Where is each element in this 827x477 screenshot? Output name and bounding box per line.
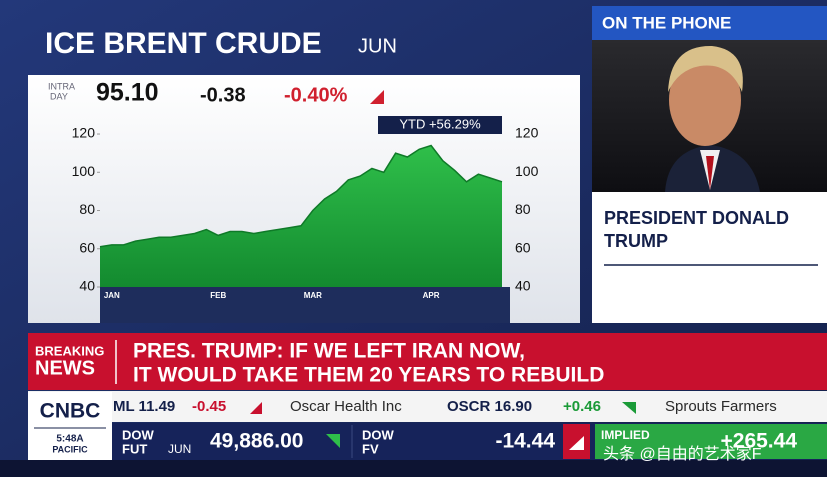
ticker-item: OSCR 16.90 bbox=[447, 398, 532, 415]
y-tick-label: 60 bbox=[515, 239, 531, 255]
y-tick-label: 120 bbox=[72, 125, 96, 141]
guest-name: PRESIDENT DONALD bbox=[604, 208, 789, 228]
futures-value: -14.44 bbox=[495, 430, 555, 453]
implied-box bbox=[595, 424, 827, 459]
portrait-hair bbox=[668, 45, 743, 92]
futures-label: IMPLIED bbox=[601, 428, 650, 442]
y-tick-label: 80 bbox=[79, 201, 95, 217]
annotation-box bbox=[378, 116, 502, 134]
down-arrow bbox=[370, 90, 384, 104]
futures-label: FV bbox=[362, 441, 379, 456]
ticker-bar bbox=[28, 391, 827, 422]
x-tick-label: APR bbox=[423, 291, 440, 300]
line bbox=[99, 144, 503, 248]
change: -0.38 bbox=[200, 84, 246, 106]
down-box bbox=[563, 424, 590, 459]
annotation: YTD +56.29% bbox=[399, 116, 481, 131]
y-tick-label: 40 bbox=[79, 278, 95, 294]
breaking-label: BREAKING bbox=[35, 343, 104, 358]
ticker-item: Oscar Health Inc bbox=[290, 398, 402, 415]
ticker-item: -0.45 bbox=[192, 398, 226, 415]
network-box bbox=[28, 392, 112, 460]
futures-value: +265.44 bbox=[721, 430, 798, 453]
ticker-item: Sprouts Farmers bbox=[665, 398, 777, 415]
headline: PRES. TRUMP: IF WE LEFT IRAN NOW, bbox=[133, 340, 525, 363]
breaking-label: NEWS bbox=[35, 357, 95, 379]
phone-label: ON THE PHONE bbox=[602, 13, 731, 32]
down-arrow bbox=[569, 436, 584, 450]
price: 95.10 bbox=[96, 79, 159, 107]
portrait-tie bbox=[706, 156, 714, 190]
headline: IT WOULD TAKE THEM 20 YEARS TO REBUILD bbox=[133, 364, 604, 387]
down-arrow bbox=[250, 402, 262, 414]
intraday-label: DAY bbox=[50, 91, 68, 101]
phone-header bbox=[592, 6, 827, 40]
x-tick-label: JAN bbox=[104, 291, 120, 300]
y-tick-label: 120 bbox=[515, 125, 539, 141]
ticker-item: ML 11.49 bbox=[113, 398, 175, 415]
intraday-label: INTRA bbox=[48, 81, 75, 91]
y-tick-label: 40 bbox=[515, 278, 531, 294]
watermark: 头条 @自由的艺术家F bbox=[603, 445, 762, 463]
futures-label: FUT bbox=[122, 441, 147, 456]
up-arrow bbox=[622, 402, 636, 414]
futures-value: 49,886.00 bbox=[210, 430, 303, 453]
x-tick-label: FEB bbox=[210, 291, 226, 300]
breaking-banner bbox=[28, 333, 827, 390]
futures-label: DOW bbox=[362, 427, 395, 442]
up-arrow bbox=[326, 434, 340, 448]
clock: 5:48A bbox=[56, 434, 83, 445]
y-tick-label: 100 bbox=[515, 163, 539, 179]
contract-month: JUN bbox=[358, 35, 397, 57]
futures-contract: JUN bbox=[168, 442, 191, 456]
ticker-item: +0.46 bbox=[563, 398, 601, 415]
network-logo: CNBC bbox=[40, 400, 101, 423]
bottom-strip bbox=[0, 460, 827, 477]
x-tick-label: MAR bbox=[304, 291, 322, 300]
percent-change: -0.40% bbox=[284, 84, 348, 106]
chart-title: ICE BRENT CRUDE bbox=[45, 27, 322, 60]
x-axis-strip bbox=[100, 287, 510, 323]
portrait-face bbox=[669, 54, 741, 146]
y-tick-label: 80 bbox=[515, 201, 531, 217]
y-tick-label: 100 bbox=[72, 163, 96, 179]
guest-name: TRUMP bbox=[604, 231, 668, 251]
area bbox=[100, 145, 502, 287]
futures-label: DOW bbox=[122, 427, 155, 442]
y-tick-label: 60 bbox=[79, 239, 95, 255]
clock: PACIFIC bbox=[52, 444, 88, 454]
